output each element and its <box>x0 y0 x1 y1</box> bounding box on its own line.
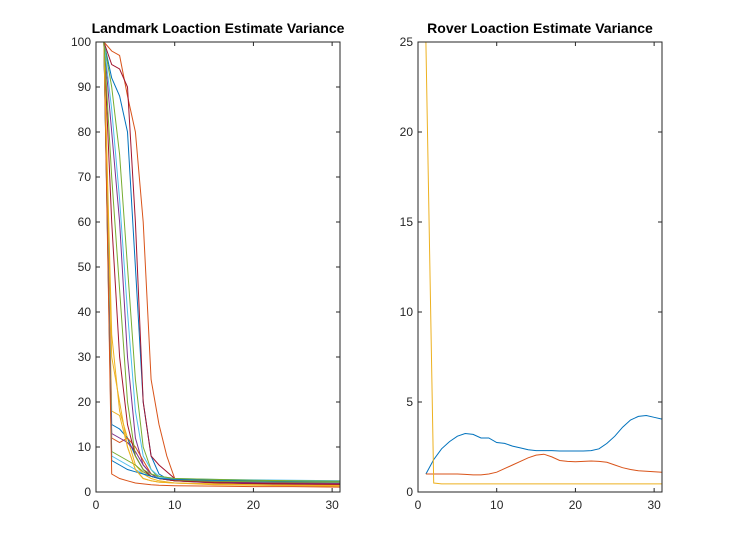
left-ytick-label-10: 100 <box>71 35 91 49</box>
right-xtick-label-1: 10 <box>490 498 504 512</box>
left-ytick-label-9: 90 <box>78 80 92 94</box>
left-ytick-label-7: 70 <box>78 170 92 184</box>
right-ytick-label-1: 5 <box>406 395 413 409</box>
right-ticks: 0 10 20 30 0 5 10 15 20 25 <box>400 35 662 512</box>
right-ytick-label-2: 10 <box>400 305 414 319</box>
left-series-line-13 <box>103 41 341 485</box>
left-series-line-1 <box>103 41 341 485</box>
left-ytick-label-0: 0 <box>84 485 91 499</box>
right-axes-box <box>417 41 663 493</box>
left-series-line-9 <box>103 41 340 486</box>
right-xtick-label-0: 0 <box>415 498 422 512</box>
left-series-line-16 <box>103 41 341 487</box>
left-ytick-label-5: 50 <box>78 260 92 274</box>
right-ytick-label-0: 0 <box>406 485 413 499</box>
left-series-line-6 <box>103 41 341 485</box>
right-xtick-label-3: 30 <box>647 498 661 512</box>
left-axes: Landmark Loaction Estimate Variance 0 10 2… <box>71 20 345 512</box>
right-chart-title: Rover Loaction Estimate Variance <box>427 20 653 36</box>
right-series-line-2 <box>425 41 662 485</box>
left-series-line-2 <box>103 41 341 487</box>
left-ytick-label-1: 10 <box>78 440 92 454</box>
right-series-line-0 <box>425 414 663 475</box>
left-xtick-label-0: 0 <box>93 498 100 512</box>
left-ticks: 0 10 20 30 0 10 20 30 40 50 60 70 80 90 100 <box>71 35 340 512</box>
right-ytick-label-4: 20 <box>400 125 414 139</box>
left-series-line-15 <box>103 41 341 488</box>
right-ytick-label-5: 25 <box>400 35 414 49</box>
left-ytick-label-2: 20 <box>78 395 92 409</box>
left-xtick-label-3: 30 <box>325 498 339 512</box>
left-ytick-label-3: 30 <box>78 350 92 364</box>
left-xtick-label-1: 10 <box>168 498 182 512</box>
right-series-lines <box>425 41 663 485</box>
left-series-lines <box>103 41 341 488</box>
left-ytick-label-6: 60 <box>78 215 92 229</box>
left-axes-box <box>95 41 341 493</box>
left-series-line-17 <box>103 41 341 482</box>
left-series-line-4 <box>103 41 341 482</box>
right-series-line-1 <box>425 453 663 476</box>
left-ytick-label-8: 80 <box>78 125 92 139</box>
left-xtick-label-2: 20 <box>247 498 261 512</box>
right-axes: Rover Loaction Estimate Variance 0 10 20 30… <box>400 20 663 512</box>
right-xtick-label-2: 20 <box>569 498 583 512</box>
left-ytick-label-4: 40 <box>78 305 92 319</box>
left-series-line-3 <box>103 41 341 486</box>
left-chart-title: Landmark Loaction Estimate Variance <box>92 20 345 36</box>
right-ytick-label-3: 15 <box>400 215 414 229</box>
